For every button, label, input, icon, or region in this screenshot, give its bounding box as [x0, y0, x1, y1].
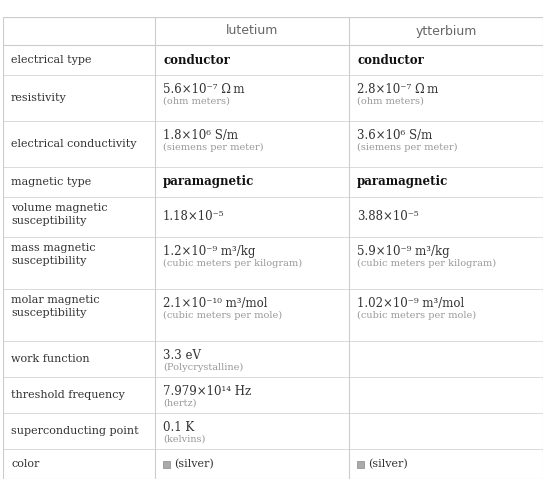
- Text: 1.8×10⁶ S/m: 1.8×10⁶ S/m: [163, 129, 238, 142]
- Text: lutetium: lutetium: [226, 24, 278, 38]
- Text: paramagnetic: paramagnetic: [163, 176, 254, 188]
- Text: 5.6×10⁻⁷ Ω m: 5.6×10⁻⁷ Ω m: [163, 83, 245, 96]
- Text: work function: work function: [11, 354, 90, 364]
- Text: 7.979×10¹⁴ Hz: 7.979×10¹⁴ Hz: [163, 385, 251, 398]
- Text: mass magnetic
susceptibility: mass magnetic susceptibility: [11, 243, 96, 266]
- Text: electrical type: electrical type: [11, 55, 92, 65]
- Text: color: color: [11, 459, 39, 469]
- Text: (siemens per meter): (siemens per meter): [357, 143, 458, 152]
- Text: 1.2×10⁻⁹ m³/kg: 1.2×10⁻⁹ m³/kg: [163, 245, 256, 258]
- Text: (ohm meters): (ohm meters): [357, 97, 424, 106]
- Text: paramagnetic: paramagnetic: [357, 176, 448, 188]
- Text: electrical conductivity: electrical conductivity: [11, 139, 136, 149]
- Text: volume magnetic
susceptibility: volume magnetic susceptibility: [11, 203, 108, 226]
- Bar: [163, 460, 170, 468]
- Text: threshold frequency: threshold frequency: [11, 390, 124, 400]
- Text: 1.02×10⁻⁹ m³/mol: 1.02×10⁻⁹ m³/mol: [357, 297, 464, 310]
- Bar: [357, 460, 364, 468]
- Text: conductor: conductor: [163, 54, 230, 66]
- Text: ytterbium: ytterbium: [416, 24, 477, 38]
- Text: (Polycrystalline): (Polycrystalline): [163, 363, 244, 372]
- Text: (cubic meters per mole): (cubic meters per mole): [163, 311, 282, 320]
- Text: molar magnetic
susceptibility: molar magnetic susceptibility: [11, 295, 99, 318]
- Text: 2.1×10⁻¹⁰ m³/mol: 2.1×10⁻¹⁰ m³/mol: [163, 297, 268, 310]
- Text: (cubic meters per kilogram): (cubic meters per kilogram): [357, 259, 496, 268]
- Text: (siemens per meter): (siemens per meter): [163, 143, 264, 152]
- Text: (kelvins): (kelvins): [163, 435, 205, 444]
- Text: conductor: conductor: [357, 54, 424, 66]
- Text: (cubic meters per kilogram): (cubic meters per kilogram): [163, 259, 302, 268]
- Text: 3.3 eV: 3.3 eV: [163, 349, 201, 362]
- Text: magnetic type: magnetic type: [11, 177, 91, 187]
- Text: 2.8×10⁻⁷ Ω m: 2.8×10⁻⁷ Ω m: [357, 83, 438, 96]
- Text: 3.6×10⁶ S/m: 3.6×10⁶ S/m: [357, 129, 432, 142]
- Text: (ohm meters): (ohm meters): [163, 97, 230, 106]
- Text: 1.18×10⁻⁵: 1.18×10⁻⁵: [163, 210, 224, 224]
- Text: (hertz): (hertz): [163, 399, 197, 408]
- Text: 0.1 K: 0.1 K: [163, 421, 194, 434]
- Text: resistivity: resistivity: [11, 93, 67, 103]
- Text: (silver): (silver): [174, 459, 213, 469]
- Text: 3.88×10⁻⁵: 3.88×10⁻⁵: [357, 210, 419, 224]
- Text: (cubic meters per mole): (cubic meters per mole): [357, 311, 476, 320]
- Text: (silver): (silver): [368, 459, 408, 469]
- Text: superconducting point: superconducting point: [11, 426, 139, 436]
- Text: 5.9×10⁻⁹ m³/kg: 5.9×10⁻⁹ m³/kg: [357, 245, 449, 258]
